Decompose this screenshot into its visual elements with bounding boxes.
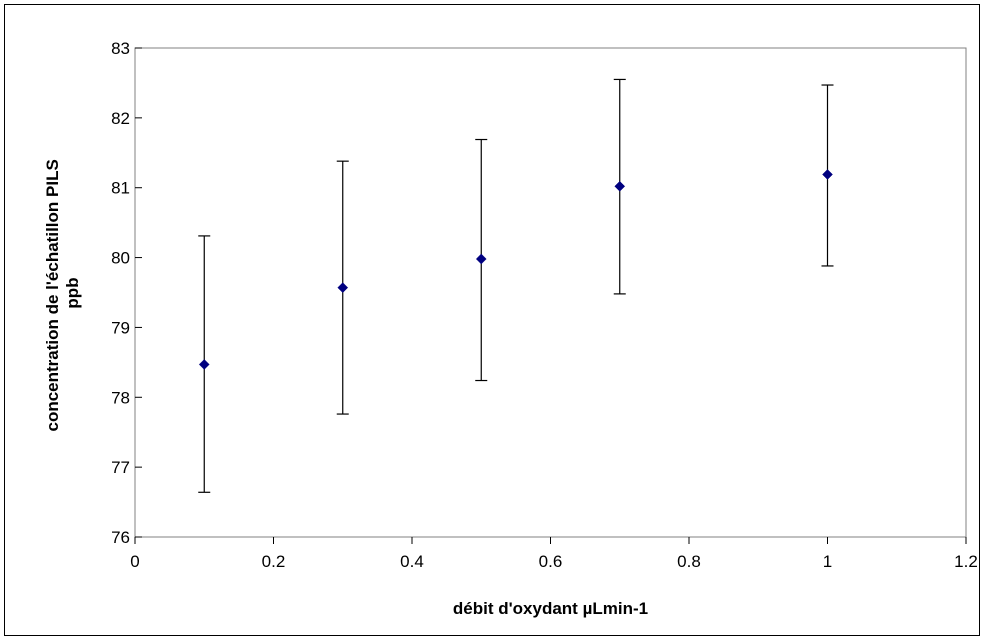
y-axis-title-line-2: ppb: [63, 277, 82, 308]
x-axis: 0 0.2 0.4 0.6 0.8 1 1.2: [130, 537, 978, 571]
y-axis-title: concentration de l'échatillon PILS ppb: [43, 154, 82, 431]
data-point-diamond: [475, 253, 487, 265]
x-tick-label: 1.2: [954, 552, 978, 571]
x-tick-label: 0.6: [539, 552, 563, 571]
y-axis: 76 77 78 79 80 81 82 83: [111, 39, 142, 547]
data-points: [198, 169, 833, 370]
y-tick-label: 82: [111, 109, 130, 128]
y-tick-label: 83: [111, 39, 130, 58]
x-tick-label: 1: [823, 552, 832, 571]
y-tick-label: 80: [111, 249, 130, 268]
y-tick-label: 77: [111, 458, 130, 477]
y-tick-label: 76: [111, 528, 130, 547]
scatter-chart: 76 77 78 79 80 81 82 83 0 0.2 0.4 0.6 0.8 1 1.2 débit…: [43, 39, 978, 618]
x-tick-label: 0: [130, 552, 139, 571]
data-point-diamond: [337, 282, 349, 293]
x-tick-label: 0.4: [400, 552, 424, 571]
data-point-diamond: [198, 359, 210, 370]
x-axis-title: débit d'oxydant µLmin-1: [453, 599, 648, 618]
x-tick-label: 0.2: [262, 552, 286, 571]
y-axis-title-line-1: concentration de l'échatillon PILS: [43, 159, 62, 431]
data-point-diamond: [822, 169, 833, 180]
y-tick-label: 79: [111, 318, 130, 337]
y-tick-label: 78: [111, 388, 130, 407]
plot-area: [134, 47, 967, 538]
data-point-diamond: [614, 180, 626, 192]
x-tick-label: 0.8: [677, 552, 701, 571]
chart-frame: 76 77 78 79 80 81 82 83 0 0.2 0.4 0.6 0.8 1 1.2 débit…: [4, 4, 980, 636]
y-tick-label: 81: [111, 179, 130, 198]
